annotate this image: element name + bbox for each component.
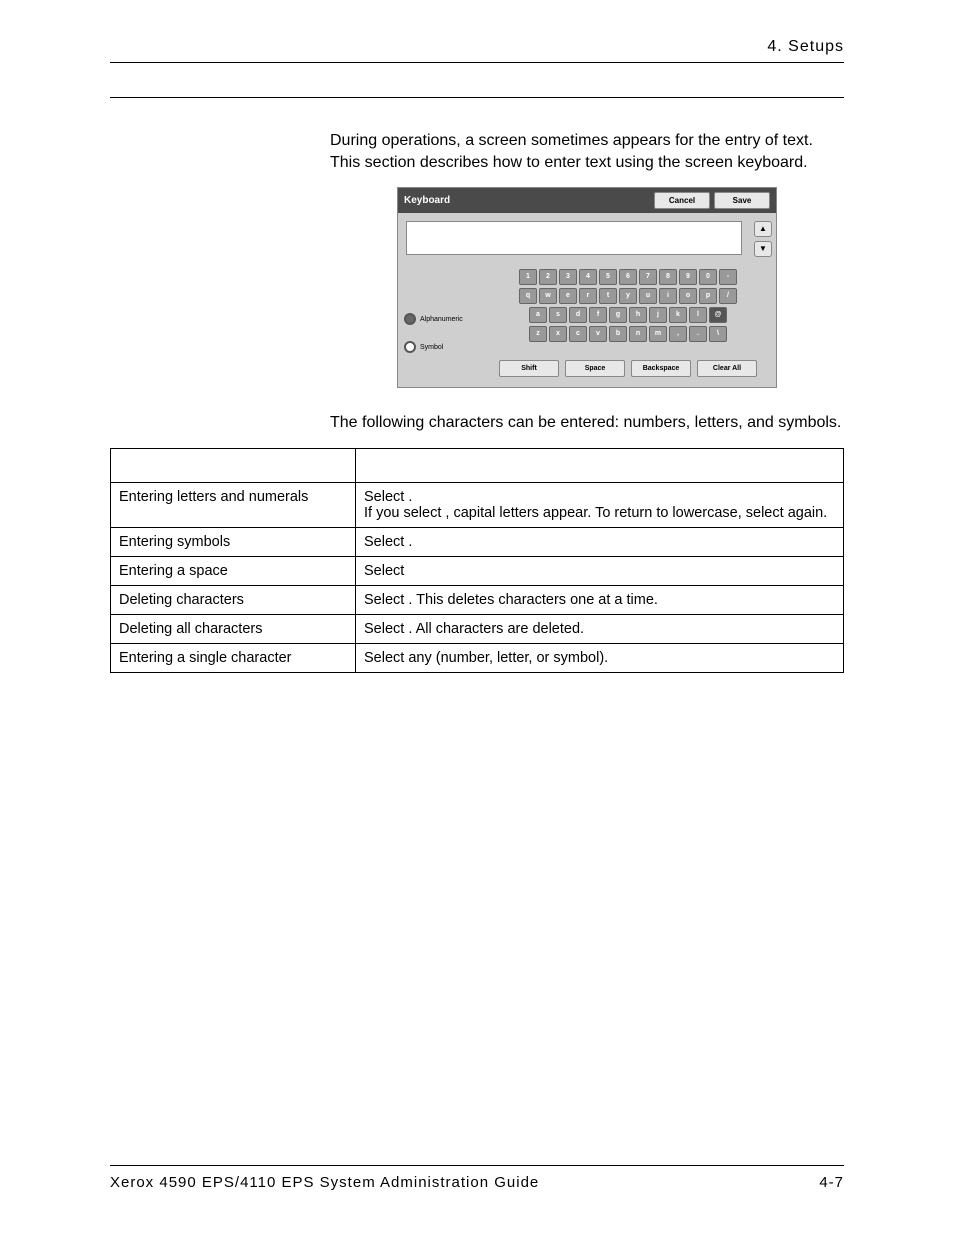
key-8[interactable]: 8 (659, 269, 677, 285)
item-cell: Entering letters and numerals (111, 482, 356, 527)
table-row: Entering symbols Select . (111, 527, 844, 556)
key-f[interactable]: f (589, 307, 607, 323)
key-e[interactable]: e (559, 288, 577, 304)
key-.[interactable]: . (689, 326, 707, 342)
key-m[interactable]: m (649, 326, 667, 342)
item-cell: Deleting all characters (111, 614, 356, 643)
keyboard-text-field[interactable] (406, 221, 742, 255)
page-footer: Xerox 4590 EPS/4110 EPS System Administr… (110, 1165, 844, 1191)
symbol-radio[interactable]: Symbol (404, 341, 480, 353)
scroll-up-button[interactable]: ▲ (754, 221, 772, 237)
clear-all-key[interactable]: Clear All (697, 360, 757, 377)
key-u[interactable]: u (639, 288, 657, 304)
proc-cell: Select (356, 556, 844, 585)
alphanumeric-radio[interactable]: Alphanumeric (404, 313, 480, 325)
key-6[interactable]: 6 (619, 269, 637, 285)
key-/[interactable]: / (719, 288, 737, 304)
key-v[interactable]: v (589, 326, 607, 342)
backspace-key[interactable]: Backspace (631, 360, 691, 377)
radio-icon (404, 313, 416, 325)
table-row: Entering letters and numerals Select . I… (111, 482, 844, 527)
table-row: Deleting characters Select . This delete… (111, 585, 844, 614)
key-0[interactable]: 0 (699, 269, 717, 285)
keyboard-mode-radios: Alphanumeric Symbol (404, 269, 480, 377)
space-key[interactable]: Space (565, 360, 625, 377)
alphanumeric-label: Alphanumeric (420, 316, 463, 323)
key-b[interactable]: b (609, 326, 627, 342)
key-y[interactable]: y (619, 288, 637, 304)
key-2[interactable]: 2 (539, 269, 557, 285)
key-s[interactable]: s (549, 307, 567, 323)
key-o[interactable]: o (679, 288, 697, 304)
key-3[interactable]: 3 (559, 269, 577, 285)
key-i[interactable]: i (659, 288, 677, 304)
table-row: Entering a space Select (111, 556, 844, 585)
key-l[interactable]: l (689, 307, 707, 323)
key-k[interactable]: k (669, 307, 687, 323)
table-row: Deleting all characters Select . All cha… (111, 614, 844, 643)
footer-page-number: 4-7 (819, 1174, 844, 1191)
proc-cell: Select . (356, 527, 844, 556)
proc-cell: Select any (number, letter, or symbol). (356, 643, 844, 672)
key-g[interactable]: g (609, 307, 627, 323)
outro-paragraph: The following characters can be entered:… (330, 412, 844, 434)
key-p[interactable]: p (699, 288, 717, 304)
radio-icon (404, 341, 416, 353)
keyboard-title: Keyboard (404, 195, 650, 206)
key-w[interactable]: w (539, 288, 557, 304)
key-h[interactable]: h (629, 307, 647, 323)
table-header-proc (356, 448, 844, 482)
cancel-button[interactable]: Cancel (654, 192, 710, 209)
footer-title: Xerox 4590 EPS/4110 EPS System Administr… (110, 1174, 539, 1191)
key-z[interactable]: z (529, 326, 547, 342)
key--[interactable]: - (719, 269, 737, 285)
intro-paragraph: During operations, a screen sometimes ap… (330, 130, 844, 173)
scroll-down-button[interactable]: ▼ (754, 241, 772, 257)
table-row: Entering a single character Select any (… (111, 643, 844, 672)
item-cell: Entering a single character (111, 643, 356, 672)
shift-key[interactable]: Shift (499, 360, 559, 377)
symbol-label: Symbol (420, 344, 443, 351)
key-a[interactable]: a (529, 307, 547, 323)
key-4[interactable]: 4 (579, 269, 597, 285)
key-1[interactable]: 1 (519, 269, 537, 285)
key-,[interactable]: , (669, 326, 687, 342)
item-cell: Entering a space (111, 556, 356, 585)
key-@[interactable]: @ (709, 307, 727, 323)
page-header: 4. Setups (110, 38, 844, 63)
keyboard-keys: 1234567890- qwertyuiop/ asdfghjkl@ zxcvb… (486, 269, 770, 377)
key-d[interactable]: d (569, 307, 587, 323)
key-\[interactable]: \ (709, 326, 727, 342)
key-q[interactable]: q (519, 288, 537, 304)
key-7[interactable]: 7 (639, 269, 657, 285)
key-5[interactable]: 5 (599, 269, 617, 285)
table-header-item (111, 448, 356, 482)
chapter-label: 4. Setups (767, 38, 844, 55)
proc-cell: Select . If you select , capital letters… (356, 482, 844, 527)
key-x[interactable]: x (549, 326, 567, 342)
item-cell: Deleting characters (111, 585, 356, 614)
key-j[interactable]: j (649, 307, 667, 323)
key-r[interactable]: r (579, 288, 597, 304)
procedure-table: Entering letters and numerals Select . I… (110, 448, 844, 673)
key-n[interactable]: n (629, 326, 647, 342)
save-button[interactable]: Save (714, 192, 770, 209)
keyboard-screenshot: Keyboard Cancel Save ▲ ▼ Alphanumeric (397, 187, 777, 388)
proc-cell: Select . All characters are deleted. (356, 614, 844, 643)
scroll-controls: ▲ ▼ (754, 221, 772, 257)
proc-cell: Select . This deletes characters one at … (356, 585, 844, 614)
header-rule (110, 97, 844, 98)
key-c[interactable]: c (569, 326, 587, 342)
keyboard-titlebar: Keyboard Cancel Save (398, 188, 776, 213)
key-t[interactable]: t (599, 288, 617, 304)
key-9[interactable]: 9 (679, 269, 697, 285)
item-cell: Entering symbols (111, 527, 356, 556)
